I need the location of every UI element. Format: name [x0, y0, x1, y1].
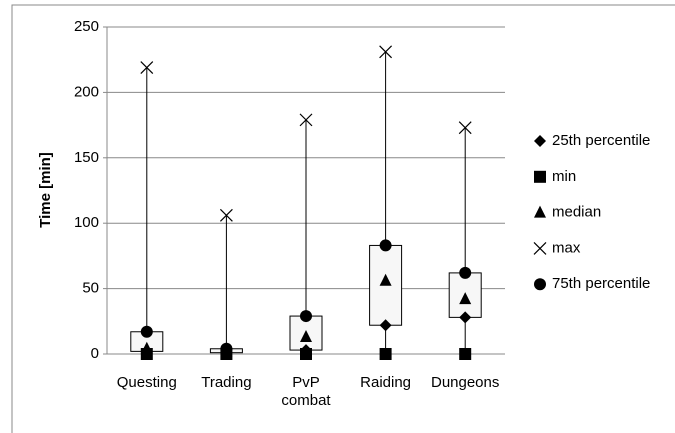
marker-x: [458, 121, 472, 135]
y-tick-label: 0: [91, 345, 99, 362]
marker-square: [534, 170, 546, 183]
marker-square: [379, 348, 392, 360]
marker-circle: [379, 239, 392, 252]
marker-diamond: [379, 319, 392, 332]
chart-frame: [11, 4, 675, 433]
marker-x: [219, 208, 233, 222]
y-tick-label: 150: [74, 149, 99, 166]
marker-diamond: [459, 311, 472, 324]
marker-square: [459, 348, 472, 360]
y-tick-label: 200: [74, 83, 99, 100]
marker-circle: [140, 325, 153, 338]
x-tick-label: Dungeons: [430, 374, 500, 391]
x-tick-label: Raiding: [360, 374, 412, 391]
marker-diamond: [534, 135, 546, 147]
marker-triangle: [459, 292, 472, 305]
y-tick-label: 100: [74, 214, 99, 231]
x-tick-label: Trading: [201, 374, 252, 391]
marker-circle: [534, 278, 546, 291]
y-tick-label: 50: [82, 280, 99, 297]
legend-label: median: [552, 204, 601, 221]
legend-label: 25th percentile: [552, 132, 650, 149]
marker-x: [299, 113, 313, 127]
y-axis-label: Time [min]: [37, 152, 54, 228]
x-tick-label: PvP combat: [281, 374, 331, 409]
marker-triangle: [300, 329, 312, 342]
x-tick-label: Questing: [116, 374, 177, 391]
marker-circle: [300, 310, 312, 323]
legend-label: max: [552, 239, 581, 256]
marker-triangle: [379, 273, 392, 286]
marker-x: [379, 45, 393, 59]
marker-circle: [220, 342, 233, 355]
legend-label: min: [552, 168, 576, 185]
legend-label: 75th percentile: [552, 275, 650, 292]
marker-x: [533, 241, 547, 255]
marker-triangle: [534, 205, 546, 218]
y-tick-label: 250: [74, 18, 99, 35]
marker-square: [300, 348, 312, 360]
marker-triangle: [140, 341, 153, 354]
marker-circle: [459, 266, 472, 279]
marker-x: [140, 61, 154, 74]
